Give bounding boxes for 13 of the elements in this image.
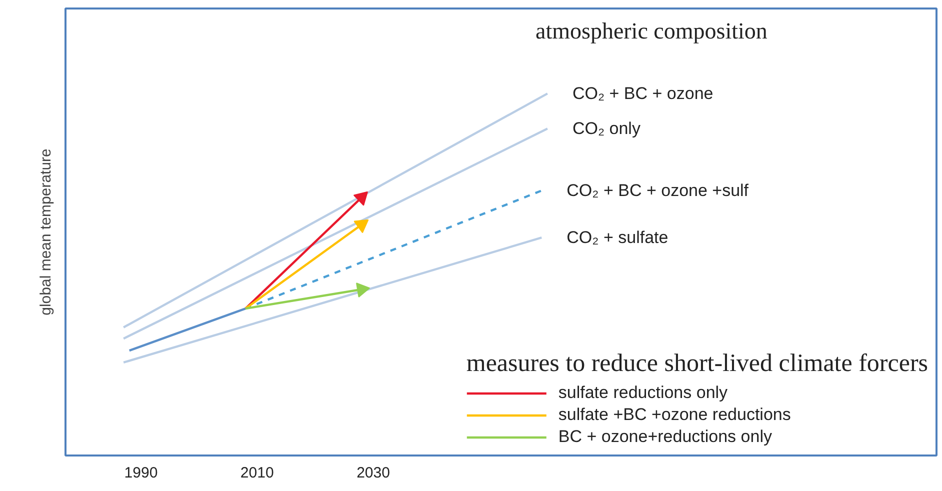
- x-tick-label: 2010: [240, 464, 274, 482]
- y-axis-title: global mean temperature: [38, 148, 54, 316]
- series-label: CO₂ + BC + ozone: [572, 84, 714, 104]
- legend-label: BC + ozone+reductions only: [558, 427, 772, 447]
- text: atmospheric composition: [536, 18, 768, 44]
- series-label: CO₂ + sulfate: [566, 228, 668, 248]
- series-label: CO₂ + BC + ozone +sulf: [566, 181, 749, 200]
- x-tick-label: 2030: [356, 464, 390, 482]
- series-label: CO₂ only: [572, 119, 641, 138]
- legend-title: measures to reduce short-lived climate forcers: [466, 350, 928, 378]
- legend-label: sulfate reductions only: [558, 383, 728, 403]
- x-tick-label: 1990: [124, 464, 158, 482]
- legend-label: sulfate +BC +ozone reductions: [558, 405, 791, 425]
